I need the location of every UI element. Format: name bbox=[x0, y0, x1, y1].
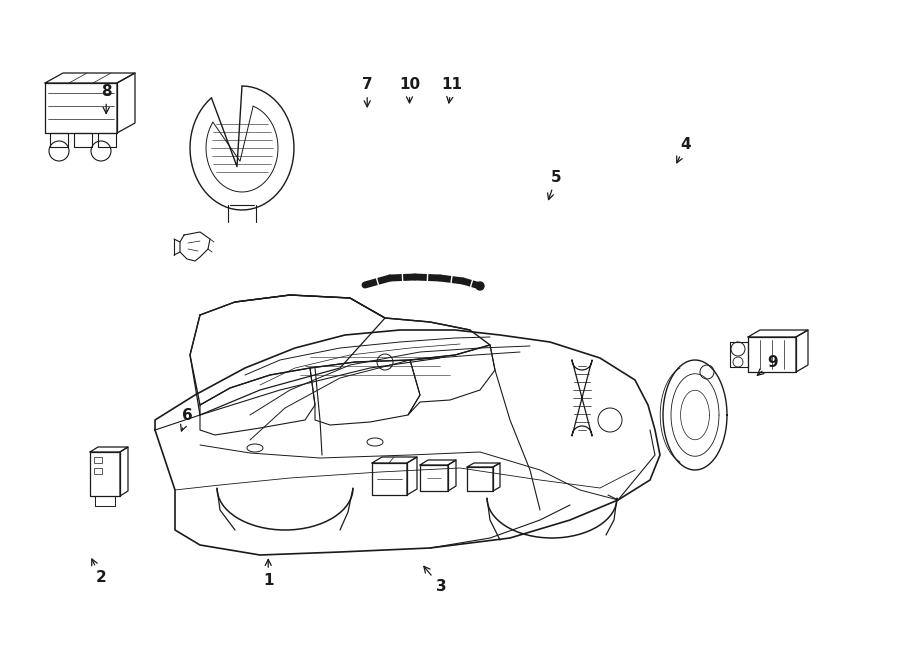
Text: 4: 4 bbox=[677, 137, 691, 163]
Text: 8: 8 bbox=[101, 84, 112, 114]
Bar bbox=[94, 457, 102, 463]
Text: 7: 7 bbox=[362, 77, 373, 107]
Text: 6: 6 bbox=[181, 408, 193, 431]
Text: 2: 2 bbox=[92, 559, 106, 585]
Text: 10: 10 bbox=[399, 77, 420, 103]
Text: 3: 3 bbox=[424, 566, 446, 594]
Text: 1: 1 bbox=[263, 559, 274, 588]
Text: 9: 9 bbox=[757, 355, 778, 375]
Circle shape bbox=[476, 282, 484, 290]
Bar bbox=[94, 468, 102, 474]
Text: 5: 5 bbox=[547, 170, 562, 200]
Text: 11: 11 bbox=[441, 77, 463, 103]
